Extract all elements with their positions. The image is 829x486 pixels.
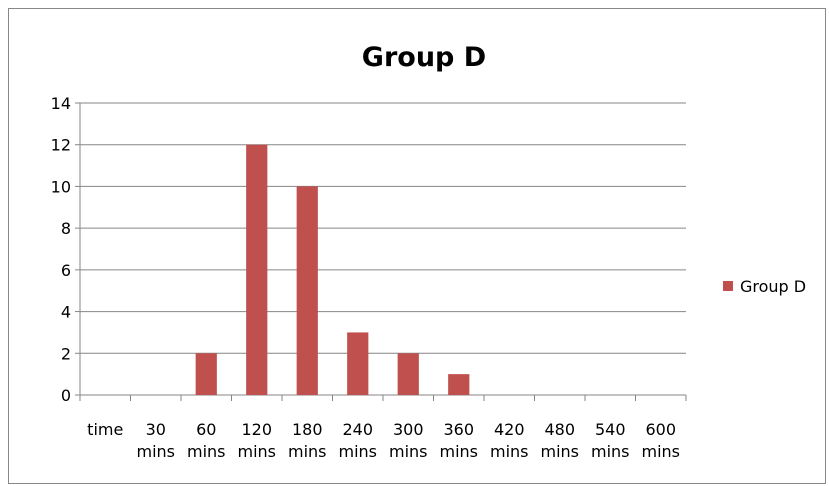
x-tick-label: 30 [146,420,166,439]
x-tick-label: mins [187,442,226,461]
x-tick-label: time [87,420,123,439]
x-tick-label: mins [237,442,276,461]
x-tick-label: 420 [494,420,525,439]
legend-swatch [723,281,733,291]
x-tick-label: mins [288,442,327,461]
y-tick-label: 0 [61,386,71,405]
y-tick-label: 2 [61,344,71,363]
y-tick-label: 10 [51,177,71,196]
bar [296,186,318,395]
x-tick-label: mins [591,442,630,461]
bar [195,353,217,395]
y-tick-label: 8 [61,219,71,238]
x-tick-label: 180 [292,420,323,439]
x-tick-label: 240 [342,420,373,439]
bar [347,332,369,395]
y-tick-label: 4 [61,303,71,322]
bar [246,144,268,395]
chart-title: Group D [362,42,486,73]
x-tick-label: mins [490,442,529,461]
x-tick-label: mins [136,442,175,461]
x-tick-label: mins [641,442,680,461]
y-tick-label: 6 [61,261,71,280]
y-tick-label: 12 [51,136,71,155]
x-tick-label: mins [338,442,377,461]
x-tick-label: 120 [241,420,272,439]
chart-frame [8,8,826,484]
legend-label: Group D [740,277,806,296]
x-tick-labels: time 30 mins 60 mins 120 mins 180 mins 240 mins 300… [87,420,680,461]
x-tick-label: 480 [544,420,575,439]
x-tick-label: 540 [595,420,626,439]
y-tick-label: 14 [51,94,71,113]
x-tick-label: 60 [196,420,216,439]
bar [448,374,470,395]
x-tick-label: mins [540,442,579,461]
bar [397,353,419,395]
x-tick-label: 360 [443,420,474,439]
bars [195,144,470,395]
x-tick-label: 300 [393,420,424,439]
x-tick-label: mins [389,442,428,461]
x-tick-label: 600 [645,420,676,439]
y-tick-labels: 0 2 4 6 8 10 12 14 [51,94,71,405]
axes [75,102,687,401]
legend: Group D [723,277,806,296]
gridlines [80,102,686,354]
x-tick-label: mins [439,442,478,461]
